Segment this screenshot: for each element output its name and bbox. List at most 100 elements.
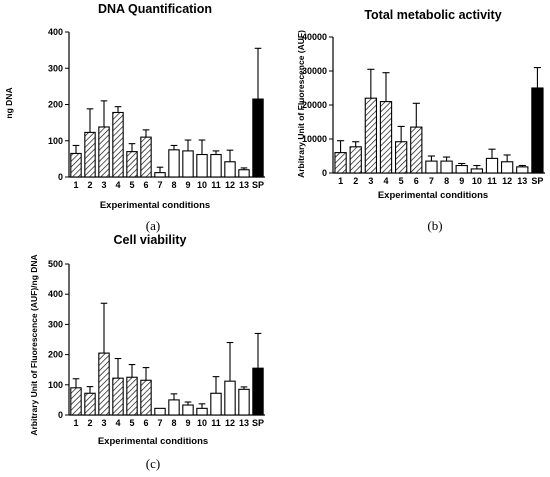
chart-a-xtick-label-3: 4 — [115, 180, 120, 190]
chart-a-xtick-label-9: 10 — [197, 180, 207, 190]
chart-c-xtick-label-0: 1 — [73, 418, 78, 428]
chart-c-ytick-label-4: 400 — [48, 289, 63, 299]
chart-b-ytick-label-4: 40000 — [302, 32, 327, 42]
chart-a-xtick-label-7: 8 — [171, 180, 176, 190]
chart-a-xlabel: Experimental conditions — [100, 200, 210, 211]
chart-c-bar-10 — [210, 392, 222, 416]
chart-b-title: Total metabolic activity — [364, 8, 501, 22]
chart-a-xtick-label-11: 12 — [225, 180, 235, 190]
chart-a-bar-9 — [196, 153, 208, 178]
chart-c-bar-9 — [196, 407, 208, 416]
chart-c-bar-8 — [182, 404, 194, 416]
chart-b-xtick-label-10: 11 — [487, 176, 497, 186]
chart-b-bar-2 — [364, 97, 378, 174]
chart-b-xtick-label-9: 10 — [472, 176, 482, 186]
chart-c-xtick-label-13: SP — [252, 418, 264, 428]
chart-c-xtick-label-12: 13 — [239, 418, 249, 428]
chart-b-xtick-label-1: 2 — [353, 176, 358, 186]
chart-a-bar-7 — [168, 149, 180, 178]
chart-a-bar-2 — [98, 126, 110, 178]
chart-a-ytick-label-1: 100 — [48, 136, 63, 146]
chart-a-xtick-label-0: 1 — [73, 180, 78, 190]
chart-c-ytick-label-0: 0 — [58, 410, 63, 420]
chart-a-bar-0 — [70, 152, 82, 178]
chart-a-bar-1 — [84, 131, 96, 178]
chart-c-xtick-label-2: 3 — [101, 418, 106, 428]
chart-a-bar-3 — [112, 111, 124, 178]
chart-b-xtick-label-8: 9 — [459, 176, 464, 186]
chart-a-bar-12 — [238, 169, 250, 178]
chart-c-bar-2 — [98, 352, 110, 416]
chart-a-xtick-label-2: 3 — [101, 180, 106, 190]
chart-c: Cell viability Arbitrary Unit of Fluores… — [29, 233, 265, 471]
chart-b-ytick-label-3: 30000 — [302, 66, 327, 76]
chart-b-ylabel: Arbitrary Unit of Fluorescence (AUF) — [296, 30, 306, 178]
chart-b-bar-0 — [334, 152, 347, 174]
chart-c-bar-11 — [224, 380, 236, 416]
chart-b-bar-4 — [394, 141, 408, 174]
chart-a-xtick-label-8: 9 — [185, 180, 190, 190]
chart-c-bar-5 — [140, 379, 152, 416]
chart-c-xlabel: Experimental conditions — [98, 436, 208, 447]
chart-c-ytick-label-2: 200 — [48, 350, 63, 360]
chart-a-ytick-label-2: 200 — [48, 100, 63, 110]
chart-b-bar-13 — [531, 87, 544, 174]
chart-a-ytick-label-3: 300 — [48, 63, 63, 73]
chart-a-title: DNA Quantification — [98, 2, 212, 16]
chart-b-xtick-label-4: 5 — [399, 176, 404, 186]
chart-b-bar-12 — [516, 166, 529, 174]
chart-b-ytick-label-2: 20000 — [302, 100, 327, 110]
chart-b-xlabel: Experimental conditions — [378, 190, 488, 201]
chart-a-xtick-label-4: 5 — [129, 180, 134, 190]
chart-a-ytick-label-0: 0 — [58, 172, 63, 182]
chart-b: Total metabolic activity Arbitrary Unit … — [296, 8, 545, 233]
chart-c-bar-12 — [238, 388, 250, 416]
chart-a-xtick-label-6: 7 — [157, 180, 162, 190]
chart-b-xtick-label-2: 3 — [368, 176, 373, 186]
chart-b-ytick-label-0: 0 — [322, 168, 327, 178]
chart-c-xtick-label-7: 8 — [171, 418, 176, 428]
chart-a-bar-10 — [210, 153, 222, 178]
chart-c-bar-6 — [154, 407, 166, 416]
chart-a-bar-5 — [140, 136, 152, 178]
chart-b-bar-8 — [455, 164, 468, 174]
chart-b-xtick-label-12: 13 — [517, 176, 527, 186]
chart-a: DNA Quantification ng DNA Experimental c… — [4, 2, 265, 233]
chart-a-bar-13 — [252, 98, 264, 178]
chart-a-ylabel: ng DNA — [4, 87, 14, 118]
chart-c-bar-3 — [112, 377, 124, 416]
chart-b-xtick-label-5: 6 — [414, 176, 419, 186]
chart-c-xtick-label-9: 10 — [197, 418, 207, 428]
chart-c-title: Cell viability — [114, 233, 187, 247]
chart-b-bar-5 — [410, 126, 423, 174]
chart-b-bar-6 — [425, 160, 438, 174]
chart-b-xtick-label-0: 1 — [338, 176, 343, 186]
chart-c-ylabel: Arbitrary Unit of Fluorescence (AUF)/ng … — [29, 254, 39, 435]
chart-a-bar-4 — [126, 151, 138, 178]
chart-c-xtick-label-4: 5 — [129, 418, 134, 428]
chart-b-bar-10 — [485, 157, 499, 174]
chart-a-bar-6 — [154, 172, 166, 178]
chart-c-ytick-label-1: 100 — [48, 380, 63, 390]
chart-c-xtick-label-5: 6 — [143, 418, 148, 428]
chart-c-bar-7 — [168, 399, 180, 416]
chart-c-xtick-label-6: 7 — [157, 418, 162, 428]
chart-c-ytick-label-3: 300 — [48, 319, 63, 329]
chart-a-ytick-label-4: 400 — [48, 27, 63, 37]
chart-c-xtick-label-3: 4 — [115, 418, 120, 428]
chart-c-xtick-label-8: 9 — [185, 418, 190, 428]
chart-a-xtick-label-10: 11 — [211, 180, 221, 190]
chart-b-xtick-label-6: 7 — [429, 176, 434, 186]
chart-b-xtick-label-7: 8 — [444, 176, 449, 186]
chart-a-xtick-label-5: 6 — [143, 180, 148, 190]
chart-c-xtick-label-1: 2 — [87, 418, 92, 428]
chart-b-bar-11 — [500, 161, 514, 174]
chart-b-xtick-label-11: 12 — [502, 176, 512, 186]
chart-b-xtick-label-3: 4 — [383, 176, 388, 186]
chart-c-bar-1 — [84, 392, 96, 416]
chart-a-bar-11 — [224, 161, 236, 178]
